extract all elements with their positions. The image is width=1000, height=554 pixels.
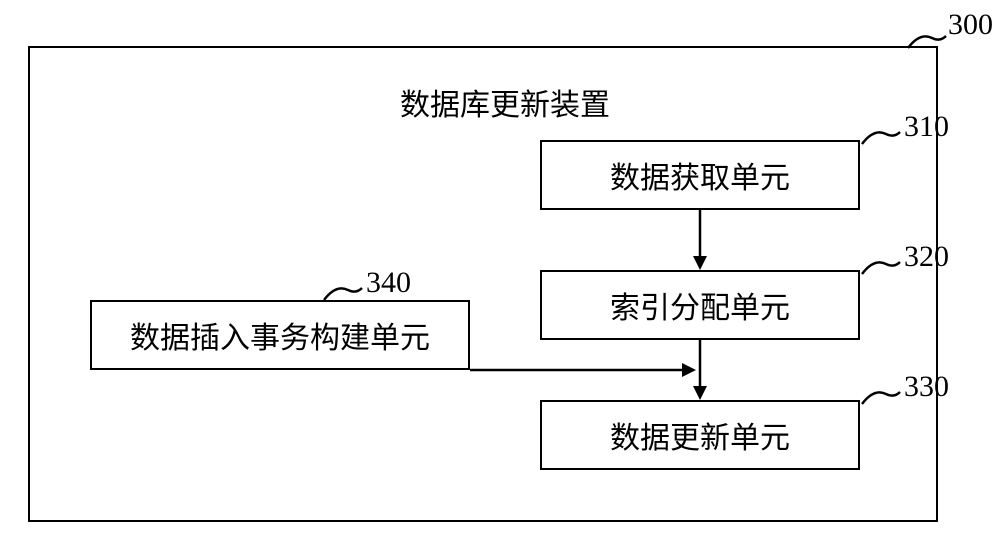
node-data-update: 数据更新单元 xyxy=(540,400,860,470)
node-label: 数据获取单元 xyxy=(610,153,790,197)
diagram-title: 数据库更新装置 xyxy=(400,80,610,124)
ref-label-340: 340 xyxy=(366,266,411,300)
node-label: 索引分配单元 xyxy=(610,283,790,327)
ref-tick-320 xyxy=(860,258,902,276)
ref-tick-310 xyxy=(860,128,902,146)
arrow-340-to-mid xyxy=(470,360,696,380)
ref-label-310: 310 xyxy=(904,110,949,144)
ref-tick-330 xyxy=(860,388,902,406)
ref-tick-340 xyxy=(322,284,364,302)
ref-tick-300 xyxy=(906,32,948,50)
node-label: 数据更新单元 xyxy=(610,413,790,457)
node-data-acquire: 数据获取单元 xyxy=(540,140,860,210)
ref-label-320: 320 xyxy=(904,240,949,274)
arrow-310-to-320 xyxy=(690,210,710,270)
node-label: 数据插入事务构建单元 xyxy=(130,313,430,357)
ref-label-330: 330 xyxy=(904,370,949,404)
node-insert-build: 数据插入事务构建单元 xyxy=(90,300,470,370)
node-index-alloc: 索引分配单元 xyxy=(540,270,860,340)
ref-label-300: 300 xyxy=(948,8,993,42)
